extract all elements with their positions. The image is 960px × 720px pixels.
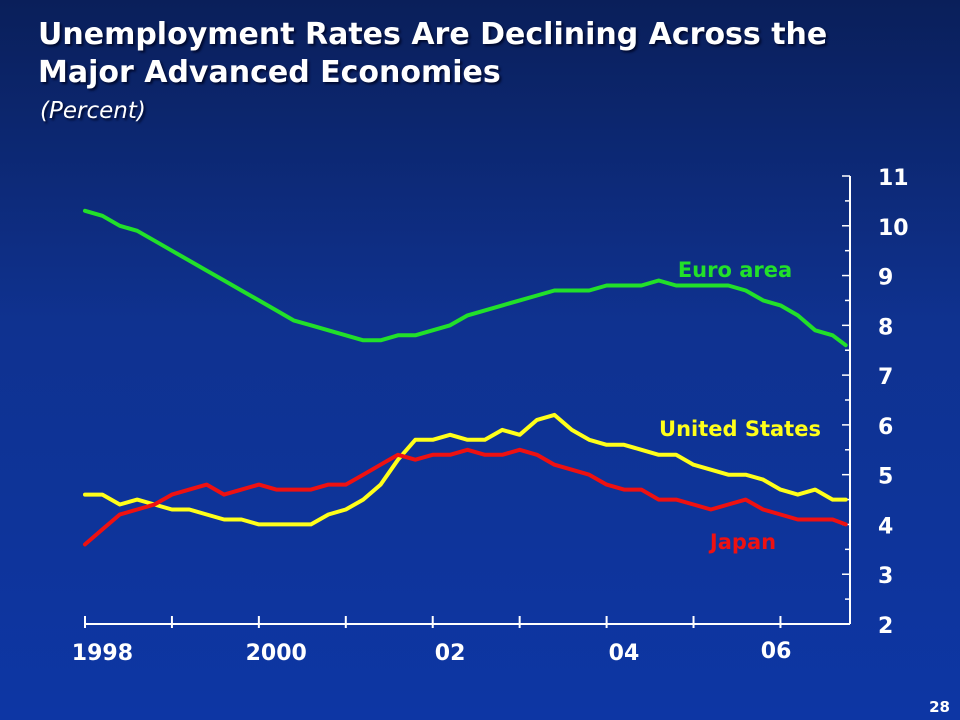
x-tick-label: 04 xyxy=(609,641,640,666)
series-label: United States xyxy=(659,417,821,441)
page-number: 28 xyxy=(929,698,950,716)
y-tick-label: 3 xyxy=(878,564,893,589)
series-label: Euro area xyxy=(678,258,792,282)
x-tick-label: 06 xyxy=(761,639,792,664)
y-tick-label: 8 xyxy=(878,315,893,340)
x-tick-label: 2000 xyxy=(246,641,307,666)
x-tick-label: 02 xyxy=(435,641,466,666)
y-tick-label: 11 xyxy=(878,166,909,191)
y-tick-label: 7 xyxy=(878,365,893,390)
series-line-japan xyxy=(83,447,848,547)
slide-subtitle: (Percent) xyxy=(40,98,146,124)
series-line-united-states xyxy=(83,412,848,527)
y-tick-label: 9 xyxy=(878,266,893,291)
series-label: Japan xyxy=(708,530,776,554)
y-tick-label: 4 xyxy=(878,514,893,539)
x-tick-label: 1998 xyxy=(72,641,133,666)
y-tick-label: 2 xyxy=(878,614,893,639)
y-tick-label: 10 xyxy=(878,216,909,241)
series-line-euro-area xyxy=(83,208,848,348)
y-tick-label: 6 xyxy=(878,415,893,440)
y-tick-label: 5 xyxy=(878,465,893,490)
slide-title: Unemployment Rates Are Declining Across … xyxy=(38,17,828,90)
